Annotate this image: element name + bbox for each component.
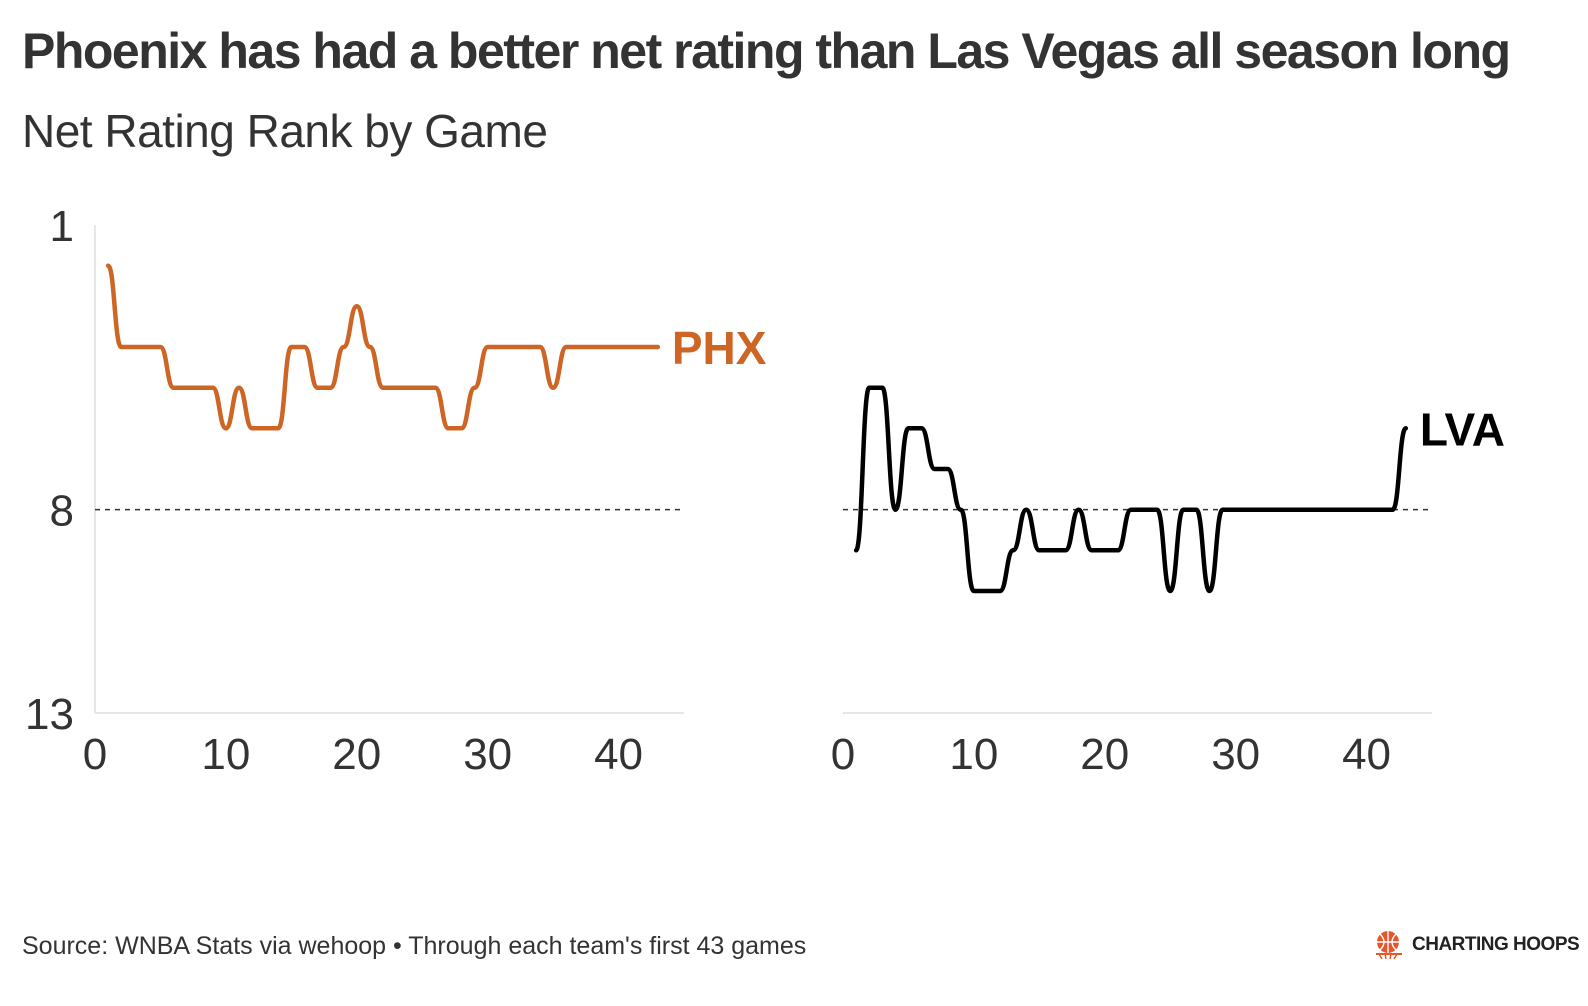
chart-panel-0: 0 10 20 30 40 1 8 13 PHX bbox=[25, 202, 767, 779]
x-tick-label: 0 bbox=[831, 730, 855, 779]
y-tick-label: 8 bbox=[50, 487, 74, 536]
small-multiples-chart: 0 10 20 30 40 1 8 13 PHX 0 10 20 30 40 LVA bbox=[25, 202, 1505, 779]
brand-logo: CHARTING HOOPS bbox=[1372, 930, 1580, 960]
series-end-label: LVA bbox=[1420, 403, 1505, 455]
chart-title: Phoenix has had a better net rating than… bbox=[22, 23, 1511, 79]
x-tick-label: 0 bbox=[83, 730, 107, 779]
series-end-label: PHX bbox=[672, 322, 767, 374]
x-tick-label: 40 bbox=[594, 730, 643, 779]
chart-subtitle: Net Rating Rank by Game bbox=[22, 105, 548, 157]
x-tick-label: 30 bbox=[1211, 730, 1260, 779]
series-line-lva bbox=[853, 385, 1409, 594]
chart-panel-1: 0 10 20 30 40 LVA bbox=[831, 385, 1505, 779]
basketball-icon bbox=[1376, 931, 1402, 960]
y-tick-label: 1 bbox=[50, 202, 74, 251]
x-tick-label: 10 bbox=[949, 730, 998, 779]
x-tick-label: 20 bbox=[1080, 730, 1129, 779]
x-tick-label: 40 bbox=[1342, 730, 1391, 779]
y-tick-label: 13 bbox=[25, 690, 74, 739]
brand-label: CHARTING HOOPS bbox=[1412, 934, 1580, 955]
series-line-phx bbox=[105, 263, 661, 431]
source-caption: Source: WNBA Stats via wehoop • Through … bbox=[22, 932, 807, 960]
x-tick-label: 20 bbox=[332, 730, 381, 779]
x-tick-label: 30 bbox=[463, 730, 512, 779]
x-tick-label: 10 bbox=[201, 730, 250, 779]
